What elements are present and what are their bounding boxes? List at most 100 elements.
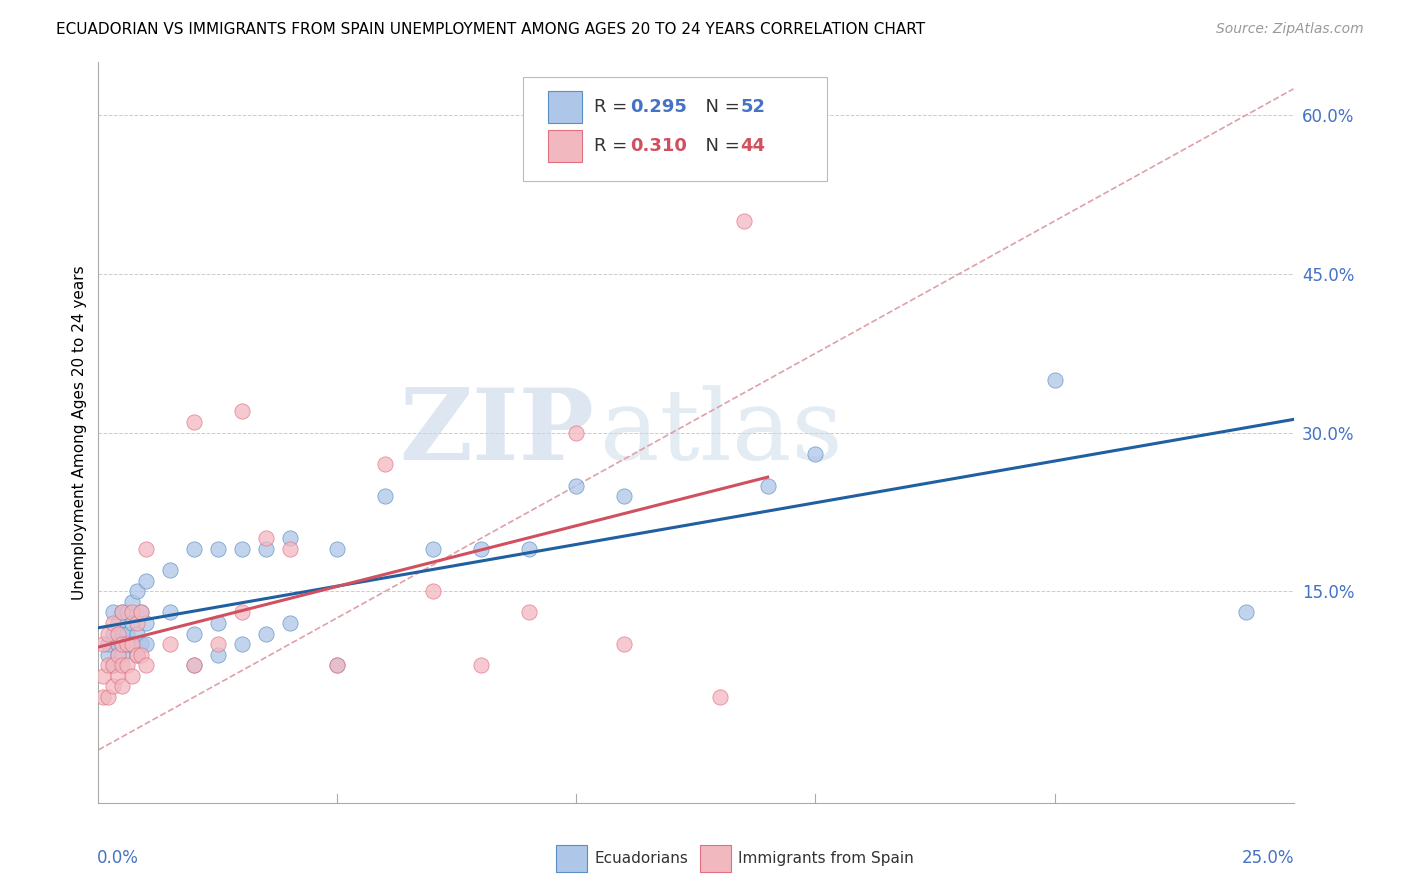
Point bbox=[107, 637, 129, 651]
Point bbox=[422, 584, 444, 599]
Point bbox=[115, 626, 138, 640]
Point bbox=[231, 404, 253, 418]
Point bbox=[121, 637, 143, 651]
Point bbox=[183, 658, 205, 673]
Point bbox=[1043, 373, 1066, 387]
Point bbox=[111, 637, 134, 651]
Text: 52: 52 bbox=[740, 98, 765, 116]
Point bbox=[207, 648, 229, 662]
Point bbox=[278, 541, 301, 556]
Text: ZIP: ZIP bbox=[399, 384, 595, 481]
Y-axis label: Unemployment Among Ages 20 to 24 years: Unemployment Among Ages 20 to 24 years bbox=[72, 265, 87, 600]
Point bbox=[97, 637, 120, 651]
Text: Source: ZipAtlas.com: Source: ZipAtlas.com bbox=[1216, 22, 1364, 37]
Point bbox=[125, 615, 148, 630]
Point bbox=[125, 626, 148, 640]
Point bbox=[111, 680, 134, 694]
Point bbox=[207, 637, 229, 651]
Point bbox=[131, 606, 153, 620]
Point bbox=[326, 658, 349, 673]
Point bbox=[115, 637, 138, 651]
Point bbox=[121, 615, 143, 630]
Point bbox=[107, 669, 129, 683]
Point bbox=[111, 637, 134, 651]
Point bbox=[159, 563, 181, 577]
Point bbox=[111, 648, 134, 662]
Text: 25.0%: 25.0% bbox=[1243, 848, 1295, 867]
Point bbox=[107, 615, 129, 630]
Point bbox=[121, 595, 143, 609]
Point bbox=[115, 658, 138, 673]
Point bbox=[374, 458, 396, 472]
Text: 0.310: 0.310 bbox=[630, 137, 688, 155]
Point bbox=[125, 584, 148, 599]
Point bbox=[101, 658, 124, 673]
Point bbox=[159, 606, 181, 620]
Point bbox=[121, 669, 143, 683]
Point bbox=[470, 658, 492, 673]
Point bbox=[107, 626, 129, 640]
Point bbox=[91, 690, 114, 704]
Text: Immigrants from Spain: Immigrants from Spain bbox=[738, 851, 914, 866]
Point bbox=[613, 637, 636, 651]
Point bbox=[135, 541, 157, 556]
Point bbox=[115, 606, 138, 620]
Text: 0.0%: 0.0% bbox=[97, 848, 139, 867]
Point bbox=[111, 626, 134, 640]
Point bbox=[231, 606, 253, 620]
Text: ECUADORIAN VS IMMIGRANTS FROM SPAIN UNEMPLOYMENT AMONG AGES 20 TO 24 YEARS CORRE: ECUADORIAN VS IMMIGRANTS FROM SPAIN UNEM… bbox=[56, 22, 925, 37]
Point bbox=[278, 615, 301, 630]
FancyBboxPatch shape bbox=[548, 91, 582, 123]
Point bbox=[565, 478, 588, 492]
Point bbox=[374, 489, 396, 503]
Text: N =: N = bbox=[693, 137, 745, 155]
Point bbox=[517, 606, 540, 620]
Point bbox=[565, 425, 588, 440]
Point bbox=[183, 415, 205, 429]
Point bbox=[101, 626, 124, 640]
Text: 44: 44 bbox=[740, 137, 765, 155]
Point bbox=[804, 447, 827, 461]
Point bbox=[107, 648, 129, 662]
Text: Ecuadorians: Ecuadorians bbox=[595, 851, 689, 866]
Point bbox=[207, 615, 229, 630]
Point bbox=[101, 680, 124, 694]
Point bbox=[1234, 606, 1257, 620]
Point bbox=[131, 637, 153, 651]
Point bbox=[135, 615, 157, 630]
Point bbox=[97, 626, 120, 640]
Point bbox=[135, 658, 157, 673]
Point bbox=[97, 658, 120, 673]
Point bbox=[159, 637, 181, 651]
Text: R =: R = bbox=[595, 137, 633, 155]
Point bbox=[135, 574, 157, 588]
Point bbox=[183, 626, 205, 640]
Point bbox=[613, 489, 636, 503]
Point bbox=[756, 478, 779, 492]
Point bbox=[97, 690, 120, 704]
Point bbox=[125, 648, 148, 662]
Point bbox=[135, 637, 157, 651]
Point bbox=[91, 669, 114, 683]
Point bbox=[422, 541, 444, 556]
Text: N =: N = bbox=[693, 98, 745, 116]
Point bbox=[254, 532, 277, 546]
Point bbox=[91, 637, 114, 651]
Point bbox=[231, 637, 253, 651]
Point bbox=[111, 658, 134, 673]
Point bbox=[101, 606, 124, 620]
Point bbox=[517, 541, 540, 556]
Text: atlas: atlas bbox=[600, 384, 844, 481]
Point bbox=[101, 658, 124, 673]
Point bbox=[470, 541, 492, 556]
Point bbox=[107, 648, 129, 662]
Point bbox=[121, 606, 143, 620]
Text: R =: R = bbox=[595, 98, 633, 116]
FancyBboxPatch shape bbox=[557, 845, 588, 871]
Point bbox=[183, 658, 205, 673]
Point bbox=[231, 541, 253, 556]
Point bbox=[326, 658, 349, 673]
Point bbox=[183, 541, 205, 556]
Point bbox=[207, 541, 229, 556]
Point bbox=[326, 541, 349, 556]
